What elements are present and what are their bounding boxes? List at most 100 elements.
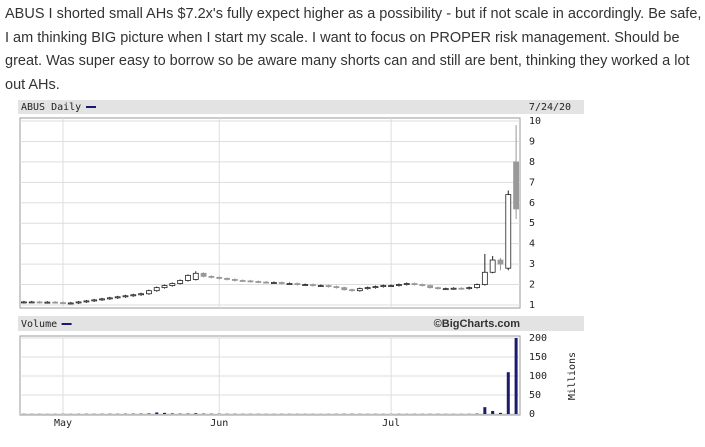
y-tick-label: 100 (529, 371, 547, 382)
candle-body (380, 285, 387, 288)
y-tick-label: 8 (529, 157, 535, 168)
y-tick-label: 2 (529, 280, 535, 291)
candle-body (372, 286, 379, 289)
candle-body (138, 293, 144, 296)
y-tick-label: 10 (529, 116, 541, 127)
candle-body (99, 298, 105, 301)
candle-body (505, 194, 512, 269)
candle-body (177, 280, 184, 284)
y-tick-label: 5 (529, 218, 535, 229)
candle-body (247, 280, 254, 283)
candle-body (114, 296, 121, 299)
candle-body (122, 295, 129, 298)
y-tick-label: 4 (529, 239, 535, 250)
candle-body (364, 287, 371, 290)
candle-body (419, 284, 426, 286)
x-tick-label: Jul (382, 418, 400, 429)
candle-body (231, 279, 238, 281)
candle-body (224, 278, 230, 280)
volume-bar (163, 412, 167, 414)
price-header (18, 100, 584, 114)
candle-body (442, 288, 449, 291)
candle-body (67, 302, 74, 305)
y-tick-label: 50 (529, 390, 541, 401)
y-tick-label: 7 (529, 177, 535, 188)
date-label: 7/24/20 (529, 102, 571, 113)
candle-body (489, 259, 496, 273)
volume-header (18, 316, 584, 331)
post-text: ABUS I shorted small AHs $7.2x's fully e… (5, 6, 702, 93)
candle-body (450, 287, 457, 290)
source-label: ©BigCharts.com (434, 318, 521, 330)
volume-bar (498, 412, 502, 414)
candle-body (513, 161, 519, 210)
candle-body (44, 301, 51, 304)
candle-body (192, 272, 199, 280)
candle-body (28, 301, 35, 304)
x-tick-label: Jun (210, 418, 228, 429)
legend-label: Volume (21, 319, 57, 330)
candle-body (185, 274, 191, 281)
volume-bar (147, 413, 151, 414)
candle-body (91, 299, 98, 302)
candle-body (208, 275, 215, 278)
candle-body (341, 287, 348, 291)
candle-body (333, 286, 340, 289)
y-axis-label: Millions (567, 352, 578, 400)
candle-body (146, 290, 152, 295)
candle-body (161, 285, 168, 289)
candle-body (435, 287, 441, 290)
volume-bar (170, 413, 174, 414)
y-tick-label: 1 (529, 300, 535, 311)
candle-body (466, 287, 473, 290)
candle-body (52, 301, 59, 304)
candle-body (302, 284, 309, 286)
candle-body (271, 282, 277, 284)
candle-body (356, 288, 363, 292)
candle-body (497, 259, 504, 265)
candle-body (294, 283, 301, 285)
candle-body (349, 289, 355, 292)
candle-body (458, 287, 465, 290)
candle-body (60, 302, 66, 304)
candle-body (474, 284, 480, 289)
y-tick-label: 6 (529, 198, 535, 209)
legend-label: ABUS Daily (21, 102, 81, 113)
candle-body (286, 283, 293, 285)
volume-bar (155, 412, 159, 414)
candle-body (388, 285, 394, 287)
volume-bar (506, 372, 510, 414)
volume-bar (194, 413, 198, 414)
candle-body (239, 280, 246, 282)
candle-body (317, 285, 324, 287)
candle-body (263, 281, 269, 284)
candle-body (411, 283, 418, 285)
y-tick-label: 150 (529, 352, 547, 363)
volume-bar (514, 338, 518, 414)
candle-body (325, 285, 332, 288)
plot-area (19, 117, 521, 309)
y-tick-label: 9 (529, 136, 535, 147)
candle-body (83, 300, 90, 303)
candle-body (153, 287, 160, 292)
candle-body (75, 301, 82, 304)
candle-body (481, 271, 488, 285)
candle-body (396, 284, 402, 286)
candle-body (403, 283, 410, 285)
candle-body (255, 281, 262, 283)
y-tick-label: 200 (529, 333, 547, 344)
candle-body (106, 297, 113, 300)
candle-body (130, 294, 137, 297)
candle-body (427, 285, 434, 289)
candle-body (278, 282, 285, 284)
y-tick-label: 0 (529, 409, 535, 420)
x-tick-label: May (54, 418, 72, 429)
y-tick-label: 3 (529, 259, 535, 270)
candle-body (216, 276, 223, 279)
candle-body (36, 301, 43, 304)
candle-body (169, 283, 176, 286)
volume-bar (491, 410, 495, 414)
candle-body (310, 284, 316, 286)
candle-body (200, 272, 207, 277)
